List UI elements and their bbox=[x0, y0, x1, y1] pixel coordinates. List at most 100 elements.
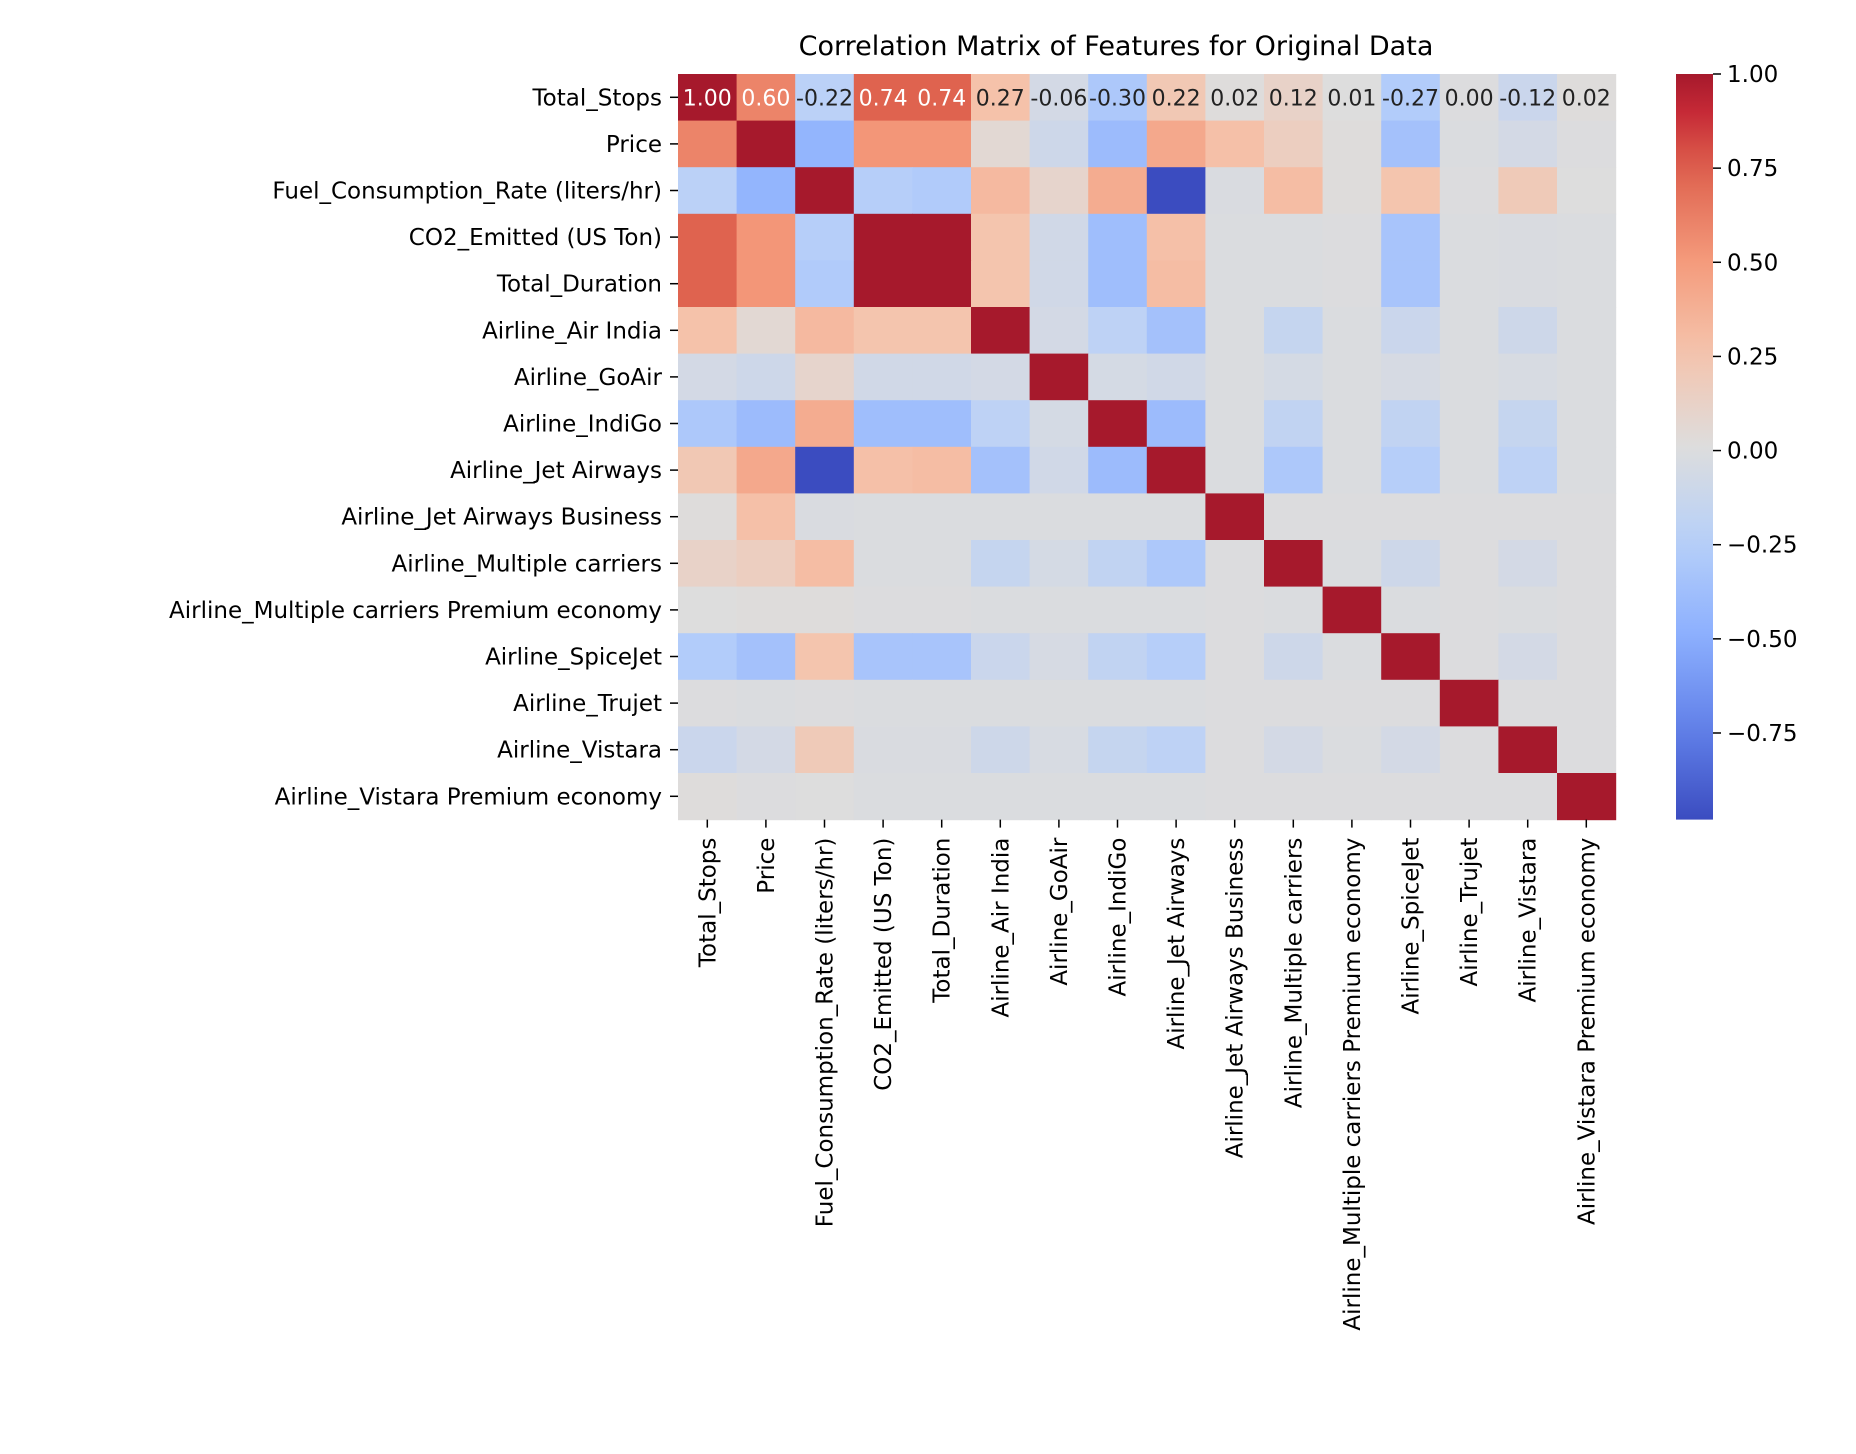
heatmap-cell bbox=[1264, 120, 1324, 168]
heatmap-cell bbox=[1088, 120, 1148, 168]
colorbar-tick-label: −0.75 bbox=[1727, 721, 1797, 747]
heatmap-cell bbox=[678, 540, 738, 588]
heatmap-cell bbox=[736, 307, 796, 355]
heatmap-cell bbox=[853, 120, 913, 168]
x-tick-label: Airline_Trujet bbox=[1457, 838, 1483, 987]
heatmap-cell bbox=[795, 726, 855, 774]
heatmap-cell bbox=[1029, 633, 1089, 681]
heatmap-cell bbox=[1088, 679, 1148, 727]
y-tick-label: Airline_Jet Airways bbox=[450, 458, 662, 484]
heatmap-cell bbox=[853, 586, 913, 634]
y-tick-label: Airline_GoAir bbox=[514, 365, 663, 391]
heatmap-cell bbox=[1146, 540, 1206, 588]
heatmap-cell bbox=[1381, 493, 1441, 541]
heatmap-cell bbox=[1088, 493, 1148, 541]
heatmap-cell bbox=[1439, 773, 1499, 821]
heatmap-cell bbox=[1557, 540, 1617, 588]
cell-annotation: 0.00 bbox=[1445, 86, 1494, 111]
heatmap-cell bbox=[1381, 167, 1441, 215]
heatmap-cell bbox=[971, 353, 1031, 401]
heatmap-cell bbox=[1381, 353, 1441, 401]
heatmap-cell bbox=[795, 586, 855, 634]
heatmap-cell bbox=[1498, 773, 1558, 821]
heatmap-cell bbox=[1264, 213, 1324, 261]
heatmap-cell bbox=[1205, 120, 1265, 168]
colorbar-tick-label: −0.25 bbox=[1727, 533, 1797, 559]
heatmap-cell bbox=[912, 307, 972, 355]
heatmap-cell bbox=[1439, 307, 1499, 355]
heatmap-cell bbox=[912, 726, 972, 774]
heatmap-cell bbox=[795, 633, 855, 681]
heatmap-cell bbox=[853, 726, 913, 774]
heatmap-cell bbox=[1088, 307, 1148, 355]
y-tick-label: Airline_Multiple carriers Premium econom… bbox=[169, 598, 662, 624]
heatmap-cell bbox=[1146, 167, 1206, 215]
heatmap-cell bbox=[971, 307, 1031, 355]
heatmap-cell bbox=[1088, 167, 1148, 215]
heatmap-cell bbox=[1322, 586, 1382, 634]
heatmap-cell bbox=[795, 307, 855, 355]
heatmap-cell bbox=[912, 353, 972, 401]
heatmap-cell bbox=[1498, 633, 1558, 681]
heatmap-cell bbox=[678, 74, 738, 122]
heatmap-cell bbox=[1029, 726, 1089, 774]
heatmap-cell bbox=[1498, 493, 1558, 541]
heatmap-cell bbox=[912, 120, 972, 168]
heatmap-cell bbox=[1439, 446, 1499, 494]
x-tick-label: Airline_IndiGo bbox=[1106, 838, 1132, 997]
heatmap-cell bbox=[971, 679, 1031, 727]
heatmap-cell bbox=[1322, 74, 1382, 122]
heatmap-cell bbox=[1498, 260, 1558, 308]
heatmap-cell bbox=[971, 260, 1031, 308]
heatmap-cell bbox=[1498, 446, 1558, 494]
heatmap-cell bbox=[1146, 120, 1206, 168]
heatmap-cell bbox=[1264, 726, 1324, 774]
heatmap-cell bbox=[736, 446, 796, 494]
heatmap-cell bbox=[1088, 540, 1148, 588]
cell-annotation: 0.74 bbox=[859, 86, 908, 111]
y-tick-label: Total_Duration bbox=[496, 272, 662, 298]
heatmap-cell bbox=[795, 679, 855, 727]
colorbar-gradient bbox=[1676, 74, 1713, 820]
heatmap-cell bbox=[912, 167, 972, 215]
heatmap-cell bbox=[971, 120, 1031, 168]
heatmap-cell bbox=[1088, 74, 1148, 122]
heatmap-cell bbox=[1146, 307, 1206, 355]
heatmap-cell bbox=[1498, 353, 1558, 401]
heatmap-cell bbox=[1381, 446, 1441, 494]
heatmap-cell bbox=[1146, 773, 1206, 821]
heatmap-cell bbox=[912, 540, 972, 588]
heatmap-cell bbox=[1322, 400, 1382, 448]
heatmap-cell bbox=[1557, 773, 1617, 821]
heatmap-cells bbox=[678, 74, 1617, 821]
heatmap-cell bbox=[795, 446, 855, 494]
heatmap-cell bbox=[736, 726, 796, 774]
heatmap-cell bbox=[853, 446, 913, 494]
heatmap-cell bbox=[1439, 540, 1499, 588]
heatmap-cell bbox=[795, 74, 855, 122]
y-tick-label: Airline_Vistara Premium economy bbox=[275, 784, 662, 810]
heatmap-cell bbox=[1322, 773, 1382, 821]
heatmap-cell bbox=[912, 260, 972, 308]
y-tick-label: CO2_Emitted (US Ton) bbox=[409, 225, 662, 251]
heatmap-cell bbox=[1088, 446, 1148, 494]
heatmap-cell bbox=[853, 307, 913, 355]
colorbar-tick-label: 0.75 bbox=[1727, 156, 1778, 182]
heatmap-cell bbox=[1029, 446, 1089, 494]
heatmap-cell bbox=[1029, 540, 1089, 588]
heatmap-cell bbox=[1498, 540, 1558, 588]
heatmap-cell bbox=[971, 74, 1031, 122]
heatmap-cell bbox=[1029, 773, 1089, 821]
heatmap-cell bbox=[1264, 773, 1324, 821]
heatmap-cell bbox=[1557, 726, 1617, 774]
heatmap-cell bbox=[678, 773, 738, 821]
heatmap-cell bbox=[736, 679, 796, 727]
y-tick-label: Airline_Air India bbox=[482, 318, 662, 344]
heatmap-cell bbox=[736, 540, 796, 588]
heatmap-cell bbox=[1557, 493, 1617, 541]
heatmap-cell bbox=[736, 120, 796, 168]
heatmap-cell bbox=[1439, 353, 1499, 401]
x-tick-label: Airline_GoAir bbox=[1047, 837, 1073, 986]
heatmap-cell bbox=[912, 74, 972, 122]
heatmap-cell bbox=[1205, 353, 1265, 401]
